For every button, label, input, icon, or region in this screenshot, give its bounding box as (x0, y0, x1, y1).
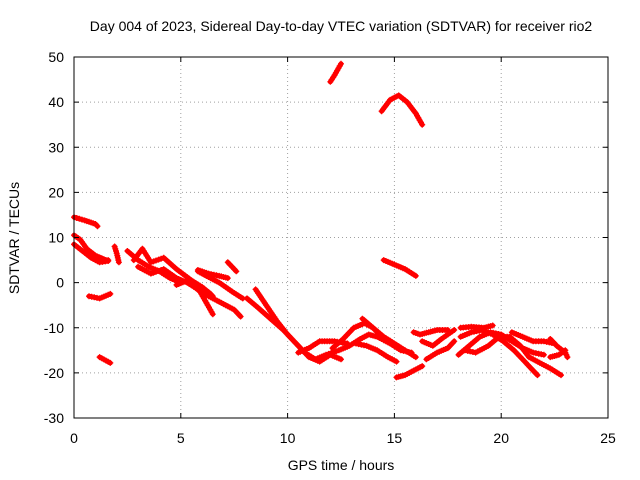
data-point (412, 272, 419, 279)
y-tick-label: 50 (48, 49, 64, 65)
data-point (237, 313, 244, 320)
y-tick-label: 40 (48, 94, 64, 110)
x-tick-label: 20 (493, 430, 509, 446)
series-arc31 (461, 333, 564, 379)
data-point (233, 268, 240, 275)
x-tick-label: 0 (70, 430, 78, 446)
data-point (451, 338, 458, 345)
series-arc6 (111, 243, 122, 266)
gridlines (74, 57, 608, 418)
series-arc24 (393, 363, 426, 381)
data-point (224, 275, 231, 282)
series-arc1 (71, 214, 101, 230)
data-point (209, 311, 216, 318)
tick-labels: 0 5 10 15 20 25 -30 -20 -10 0 10 20 30 40 50 (44, 49, 616, 446)
x-axis-label: GPS time / hours (288, 457, 395, 473)
series-arc28 (457, 322, 496, 331)
series-arc23 (353, 340, 400, 365)
y-tick-label: 0 (56, 275, 64, 291)
data-point (105, 258, 112, 264)
series-arc34 (547, 347, 569, 361)
y-tick-label: -20 (44, 365, 64, 381)
series-arc19 (327, 60, 344, 85)
y-tick-label: 10 (48, 230, 64, 246)
x-tick-label: 25 (600, 430, 616, 446)
data-point (338, 60, 344, 67)
series-arc15 (244, 295, 415, 363)
data-point (73, 215, 80, 221)
series-arc5 (96, 354, 114, 366)
series-arc21 (380, 257, 419, 279)
data-point (76, 215, 83, 222)
data-point (393, 358, 400, 365)
series-arc4 (86, 290, 114, 302)
series-arc25 (410, 327, 451, 338)
series-arc32 (508, 329, 558, 347)
data-point (107, 290, 114, 297)
series-arc13 (194, 267, 231, 282)
data-point (451, 327, 458, 333)
data-point (338, 356, 344, 363)
data-point (107, 359, 114, 366)
chart-title: Day 004 of 2023, Sidereal Day-to-day VTE… (90, 18, 593, 34)
data-point (489, 322, 496, 329)
data-point (115, 259, 122, 266)
series-arc12 (194, 286, 244, 320)
axis-ticks (73, 56, 609, 419)
series-arc16 (252, 286, 344, 365)
data-point (79, 216, 85, 223)
data-point (558, 372, 564, 379)
data-point (562, 347, 569, 354)
data-point (419, 121, 426, 128)
y-tick-label: 20 (48, 184, 64, 200)
data-point (540, 351, 547, 358)
series-arc27 (419, 327, 458, 349)
data-point (564, 354, 571, 361)
series-trace (244, 295, 414, 362)
data-point (94, 223, 101, 230)
series-arc8 (130, 245, 214, 297)
x-tick-label: 10 (280, 430, 296, 446)
y-tick-label: 30 (48, 139, 64, 155)
data-point (419, 363, 426, 370)
series-arc14 (224, 259, 240, 275)
data-point (534, 372, 541, 379)
data-point (344, 340, 351, 347)
data-point (412, 354, 419, 361)
y-axis-label: SDTVAR / TECUs (6, 182, 22, 294)
y-tick-label: -10 (44, 320, 64, 336)
y-tick-label: -30 (44, 410, 64, 426)
series-arc22 (359, 315, 419, 361)
data-series (71, 60, 571, 381)
x-tick-label: 15 (387, 430, 403, 446)
series-arc20 (378, 92, 426, 128)
x-tick-label: 5 (177, 430, 185, 446)
series-arc26 (423, 338, 458, 363)
